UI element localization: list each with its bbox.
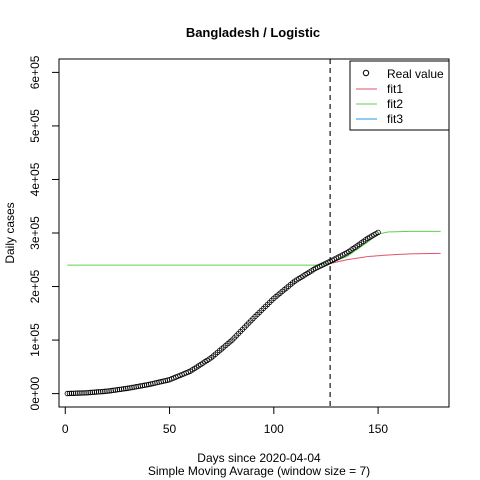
data-point	[77, 390, 83, 396]
data-point	[66, 390, 73, 397]
data-point	[93, 389, 100, 395]
x-axis-subtitle: Simple Moving Avarage (window size = 7)	[148, 464, 370, 478]
legend-symbol-real-value	[362, 69, 370, 77]
series-fit1-line	[330, 252, 441, 265]
x-axis: 0 50 100 150	[62, 407, 388, 436]
legend-label-fit1: fit1	[387, 82, 403, 96]
y-tick-label: 4e+05	[28, 162, 42, 196]
chart-title: Bangladesh / Logistic	[186, 25, 320, 40]
data-point	[87, 389, 93, 396]
data-point	[68, 390, 75, 397]
y-tick-label: 5e+05	[28, 109, 42, 143]
data-point	[81, 390, 87, 396]
series-layer	[64, 229, 441, 397]
y-tick-label: 0e+00	[28, 376, 42, 410]
x-tick-label: 100	[264, 422, 284, 436]
x-tick-label: 150	[368, 422, 388, 436]
y-tick-label: 3e+05	[28, 216, 42, 250]
x-tick-label: 50	[163, 422, 177, 436]
data-point	[98, 388, 104, 395]
data-point	[89, 389, 96, 396]
y-axis-label: Daily cases	[3, 202, 17, 263]
data-point	[75, 390, 81, 396]
data-point	[72, 390, 79, 396]
x-tick-label: 0	[62, 422, 69, 436]
legend-label-fit2: fit2	[387, 97, 403, 111]
data-point	[100, 388, 106, 395]
data-point	[64, 390, 71, 397]
legend-label-fit3: fit3	[387, 112, 403, 126]
x-axis-label: Days since 2020-04-04	[197, 451, 321, 465]
legend-label-real-value: Real value	[387, 67, 444, 81]
data-point	[375, 229, 381, 236]
y-tick-label: 2e+05	[28, 269, 42, 303]
y-tick-label: 1e+05	[28, 323, 42, 357]
data-point	[83, 390, 89, 396]
data-point	[95, 389, 102, 395]
data-point	[70, 390, 77, 396]
data-point	[85, 389, 91, 396]
series-fit2-line	[67, 230, 441, 266]
y-axis: 0e+00 1e+05 2e+05 3e+05 4e+05 5e+05 6e+05	[28, 55, 59, 410]
y-tick-label: 6e+05	[28, 55, 42, 89]
legend: Real value fit1 fit2 fit3	[349, 60, 450, 131]
data-point	[91, 389, 98, 395]
data-point	[79, 390, 85, 396]
